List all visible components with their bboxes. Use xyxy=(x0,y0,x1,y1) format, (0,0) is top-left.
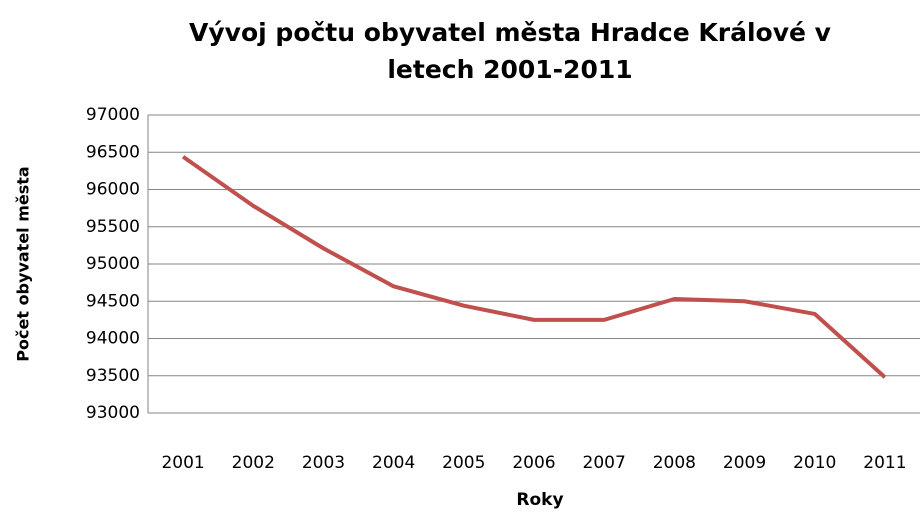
line-series xyxy=(181,155,887,379)
y-tick-label: 94000 xyxy=(86,329,140,349)
y-tick-label: 97000 xyxy=(86,105,140,125)
x-tick-label: 2011 xyxy=(863,453,906,473)
chart-title: Vývoj počtu obyvatel města Hradce Králov… xyxy=(189,18,831,84)
x-tick-label: 2008 xyxy=(653,453,696,473)
x-tick-label: 2007 xyxy=(583,453,626,473)
x-tick-label: 2003 xyxy=(302,453,345,473)
x-tick-label: 2006 xyxy=(512,453,555,473)
y-tick-label: 96000 xyxy=(86,180,140,200)
x-tick-label: 2005 xyxy=(442,453,485,473)
y-tick-label: 95500 xyxy=(86,217,140,237)
x-axis-label: Roky xyxy=(516,490,563,510)
y-tick-label: 95000 xyxy=(86,254,140,274)
y-tick-label: 93500 xyxy=(86,366,140,386)
y-axis-label: Počet obyvatel města xyxy=(14,166,33,361)
x-tick-label: 2010 xyxy=(793,453,836,473)
x-tick-label: 2002 xyxy=(232,453,275,473)
x-tick-label: 2004 xyxy=(372,453,415,473)
x-tick-label: 2001 xyxy=(161,453,204,473)
y-tick-label: 93000 xyxy=(86,403,140,423)
x-tick-label: 2009 xyxy=(723,453,766,473)
y-tick-label: 96500 xyxy=(86,142,140,162)
y-tick-label: 94500 xyxy=(86,291,140,311)
